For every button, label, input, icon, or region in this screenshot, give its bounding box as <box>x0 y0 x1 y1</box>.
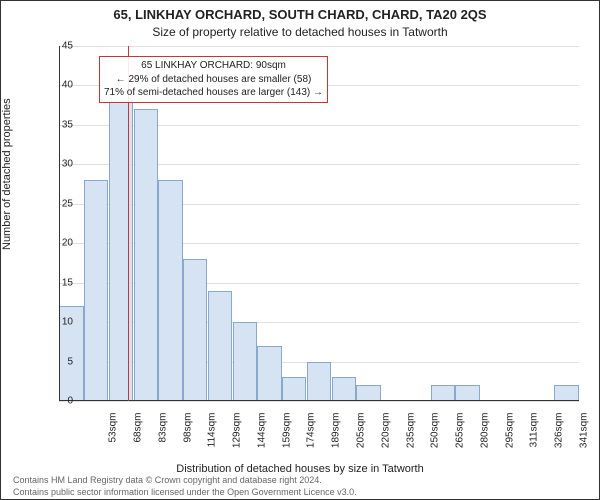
histogram-bar <box>183 259 207 401</box>
x-tick-label: 189sqm <box>331 413 342 458</box>
x-tick-label: 265sqm <box>455 413 466 458</box>
histogram-bar <box>257 346 281 401</box>
y-tick-label: 40 <box>43 80 73 91</box>
y-tick-label: 35 <box>43 119 73 130</box>
y-tick-label: 15 <box>43 277 73 288</box>
annotation-line: 65 LINKHAY ORCHARD: 90sqm <box>104 59 323 73</box>
y-tick-label: 10 <box>43 317 73 328</box>
x-tick-label: 98sqm <box>182 413 193 458</box>
x-axis-label: Distribution of detached houses by size … <box>1 463 599 475</box>
histogram-bar <box>307 362 331 401</box>
x-tick-label: 129sqm <box>232 413 243 458</box>
histogram-bar <box>109 101 133 401</box>
x-tick-label: 205sqm <box>356 413 367 458</box>
x-tick-label: 114sqm <box>207 413 218 458</box>
histogram-bar <box>158 180 182 401</box>
x-tick-label: 341sqm <box>578 413 589 458</box>
histogram-bar <box>554 385 578 401</box>
plot-area: 65 LINKHAY ORCHARD: 90sqm← 29% of detach… <box>59 46 579 401</box>
histogram-bar <box>282 377 306 401</box>
x-tick-label: 280sqm <box>479 413 490 458</box>
chart-subtitle: Size of property relative to detached ho… <box>1 25 599 39</box>
histogram-bar <box>208 291 232 401</box>
histogram-bar <box>332 377 356 401</box>
y-tick-label: 5 <box>43 356 73 367</box>
x-tick-label: 295sqm <box>504 413 515 458</box>
histogram-bar <box>356 385 380 401</box>
x-tick-label: 250sqm <box>430 413 441 458</box>
histogram-bar <box>455 385 479 401</box>
x-tick-label: 311sqm <box>529 413 540 458</box>
footer-line-1: Contains HM Land Registry data © Crown c… <box>13 475 322 485</box>
histogram-bar <box>233 322 257 401</box>
annotation-line: ← 29% of detached houses are smaller (58… <box>104 73 323 87</box>
gridline <box>59 401 579 402</box>
x-tick-label: 220sqm <box>380 413 391 458</box>
x-tick-label: 174sqm <box>306 413 317 458</box>
y-axis <box>59 46 60 401</box>
gridline <box>59 46 579 47</box>
annotation-box: 65 LINKHAY ORCHARD: 90sqm← 29% of detach… <box>99 56 328 103</box>
x-tick-label: 53sqm <box>108 413 119 458</box>
x-tick-label: 326sqm <box>554 413 565 458</box>
histogram-bar <box>431 385 455 401</box>
y-tick-label: 25 <box>43 198 73 209</box>
x-axis <box>59 400 579 401</box>
y-tick-label: 45 <box>43 41 73 52</box>
x-tick-label: 83sqm <box>157 413 168 458</box>
footer-line-2: Contains public sector information licen… <box>13 487 357 497</box>
histogram-bar <box>84 180 108 401</box>
y-tick-label: 30 <box>43 159 73 170</box>
y-axis-label: Number of detached properties <box>1 98 13 250</box>
y-tick-label: 20 <box>43 238 73 249</box>
chart-container: 65, LINKHAY ORCHARD, SOUTH CHARD, CHARD,… <box>0 0 600 500</box>
chart-title: 65, LINKHAY ORCHARD, SOUTH CHARD, CHARD,… <box>1 7 599 22</box>
x-tick-label: 144sqm <box>256 413 267 458</box>
histogram-bar <box>134 109 158 401</box>
x-tick-label: 159sqm <box>281 413 292 458</box>
x-tick-label: 68sqm <box>133 413 144 458</box>
x-tick-label: 235sqm <box>405 413 416 458</box>
y-tick-label: 0 <box>43 396 73 407</box>
annotation-line: 71% of semi-detached houses are larger (… <box>104 86 323 100</box>
